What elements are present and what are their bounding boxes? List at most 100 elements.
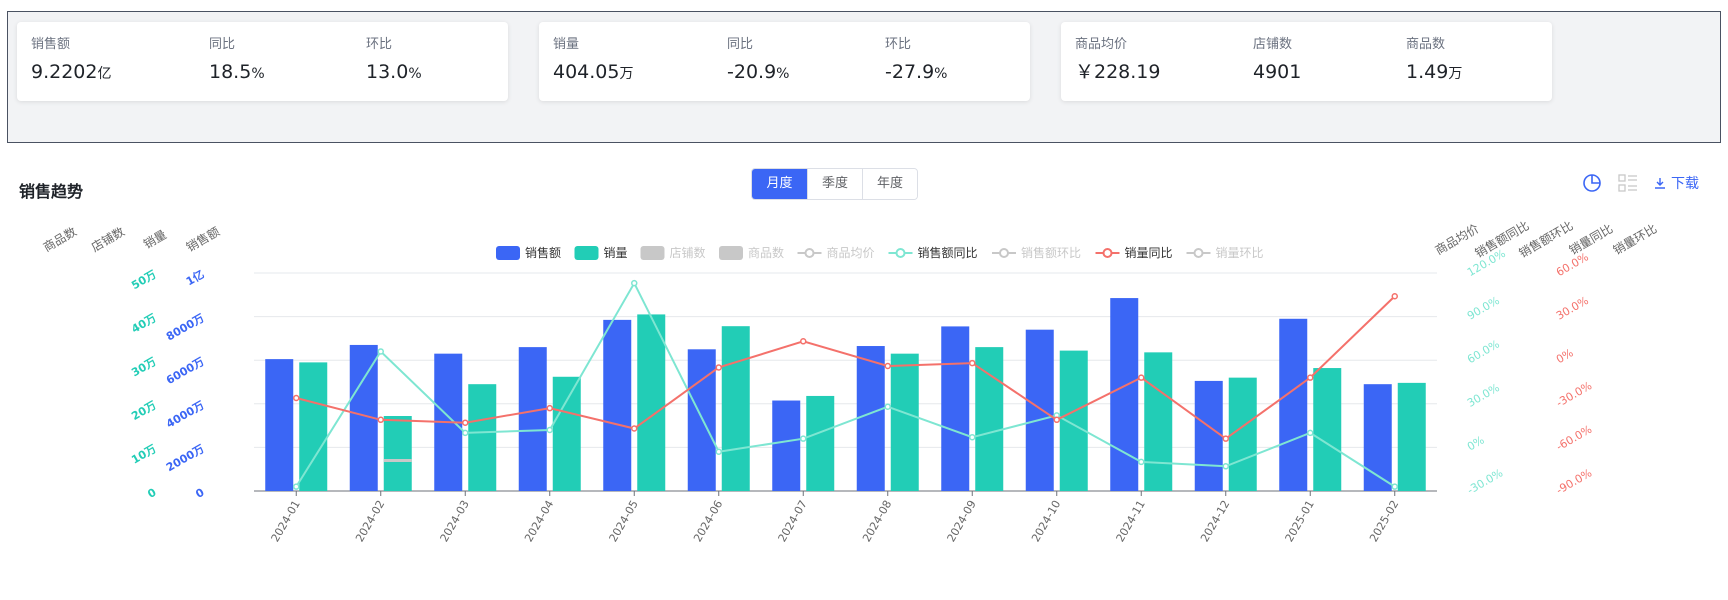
y-tick-label: 1亿	[183, 267, 206, 288]
data-point	[884, 403, 891, 410]
legend-label: 销售额环比	[1021, 245, 1081, 260]
x-tick-label: 2024-09	[945, 498, 979, 544]
y-tick-label: -30.0%	[1465, 466, 1505, 497]
kpi-number: 9.2202	[31, 61, 98, 83]
x-tick-label: 2024-12	[1198, 498, 1232, 544]
kpi-label: 同比	[209, 37, 236, 52]
kpi-number: 4901	[1253, 61, 1302, 83]
bar	[518, 347, 547, 491]
kpi-volume: 销量 404.05万	[553, 36, 633, 86]
kpi-unit: %	[408, 66, 422, 82]
kpi-value: ￥228.19	[1075, 60, 1160, 86]
legend-label: 商品均价	[827, 245, 875, 260]
y-tick-label: -30.0%	[1554, 379, 1594, 410]
data-point	[462, 429, 469, 437]
bar	[1025, 329, 1054, 491]
tab-quarterly[interactable]: 季度	[807, 169, 862, 199]
data-point	[1391, 293, 1398, 300]
data-point	[1222, 435, 1229, 442]
kpi-value: -20.9%	[727, 60, 789, 86]
kpi-label: 同比	[727, 37, 754, 52]
table-view-icon[interactable]	[1617, 172, 1639, 194]
legend-label: 销售额	[525, 245, 561, 260]
sales-trend-panel: 销售趋势 月度 季度 年度 下载 商品数 店铺数 销量 0 10万 20万 30万 40万 50…	[7, 158, 1721, 600]
kpi-unit: %	[776, 66, 790, 82]
axis-name: 销售额	[183, 224, 222, 255]
legend-label: 销量同比	[1125, 246, 1173, 260]
tab-monthly[interactable]: 月度	[752, 169, 807, 199]
pie-chart-icon[interactable]	[1581, 172, 1603, 194]
y-tick-label: 30.0%	[1554, 294, 1591, 323]
bar	[1110, 298, 1139, 491]
bar	[1363, 384, 1392, 491]
tab-yearly[interactable]: 年度	[862, 169, 917, 199]
kpi-value: 18.5%	[209, 60, 265, 86]
series-line	[296, 295, 1396, 440]
panel-title: 销售趋势	[19, 182, 84, 201]
x-tick-label: 2024-07	[776, 498, 810, 544]
data-point	[631, 279, 638, 287]
legend-marker	[1193, 248, 1204, 258]
bar	[772, 400, 801, 491]
data-point	[969, 433, 976, 441]
data-point	[546, 404, 553, 412]
data-point	[462, 419, 469, 426]
legend-swatch	[496, 246, 520, 260]
data-point	[293, 394, 300, 402]
kpi-value: 1.49万	[1406, 60, 1462, 86]
kpi-value: 13.0%	[366, 60, 422, 86]
bar	[1279, 318, 1308, 491]
download-button[interactable]: 下载	[1653, 173, 1699, 193]
kpi-unit: 亿	[97, 66, 112, 82]
bar	[806, 395, 835, 491]
y-tick-label: 30万	[129, 355, 158, 379]
kpi-label: 商品均价	[1075, 37, 1128, 52]
kpi-sales-amount: 销售额 9.2202亿	[31, 36, 111, 86]
legend-marker	[895, 248, 906, 258]
data-point	[1307, 374, 1314, 381]
kpi-store-count: 店铺数 4901	[1253, 36, 1301, 86]
legend-label: 店铺数	[670, 245, 706, 260]
legend-marker	[999, 248, 1009, 258]
x-tick-label: 2024-02	[353, 498, 387, 544]
data-point	[800, 435, 807, 442]
data-point	[377, 416, 384, 424]
x-tick-label: 2025-01	[1283, 498, 1317, 544]
kpi-number: 1.49	[1406, 61, 1449, 83]
data-point	[715, 364, 722, 371]
bar	[603, 319, 632, 491]
kpi-sales-mom: 环比 13.0%	[366, 36, 422, 86]
kpi-avg-price: 商品均价 ￥228.19	[1075, 36, 1160, 86]
bar	[941, 326, 970, 491]
y-tick-label: 10万	[129, 442, 158, 466]
kpi-unit: 万	[619, 66, 634, 82]
y-tick-label: 2000万	[164, 442, 207, 474]
bar	[265, 359, 294, 491]
kpi-label: 销量	[553, 37, 580, 52]
bar	[687, 349, 716, 491]
y-tick-label: 0%	[1465, 433, 1487, 453]
data-point	[884, 362, 891, 370]
bar	[1397, 382, 1426, 491]
y-tick-label: 40万	[129, 311, 158, 335]
x-tick-label: 2024-10	[1029, 498, 1063, 544]
x-tick-label: 2024-11	[1114, 498, 1148, 544]
chart-toolbar: 下载	[1581, 172, 1699, 194]
kpi-product-count: 商品数 1.49万	[1406, 36, 1462, 86]
x-tick-label: 2024-08	[860, 498, 894, 544]
data-point	[1222, 463, 1229, 470]
data-point	[715, 448, 722, 456]
bar	[1313, 368, 1342, 491]
bar	[552, 376, 581, 491]
period-switch: 月度 季度 年度	[751, 168, 918, 200]
series-line	[295, 281, 1396, 488]
y-tick-label: 8000万	[164, 311, 207, 343]
download-label: 下载	[1671, 176, 1699, 192]
x-tick-label: 2024-01	[269, 498, 303, 544]
bar	[975, 347, 1004, 491]
bar	[856, 346, 885, 491]
download-icon	[1655, 178, 1665, 189]
data-point	[1138, 458, 1145, 466]
y-tick-label: 30.0%	[1465, 381, 1502, 410]
data-point	[546, 426, 553, 434]
